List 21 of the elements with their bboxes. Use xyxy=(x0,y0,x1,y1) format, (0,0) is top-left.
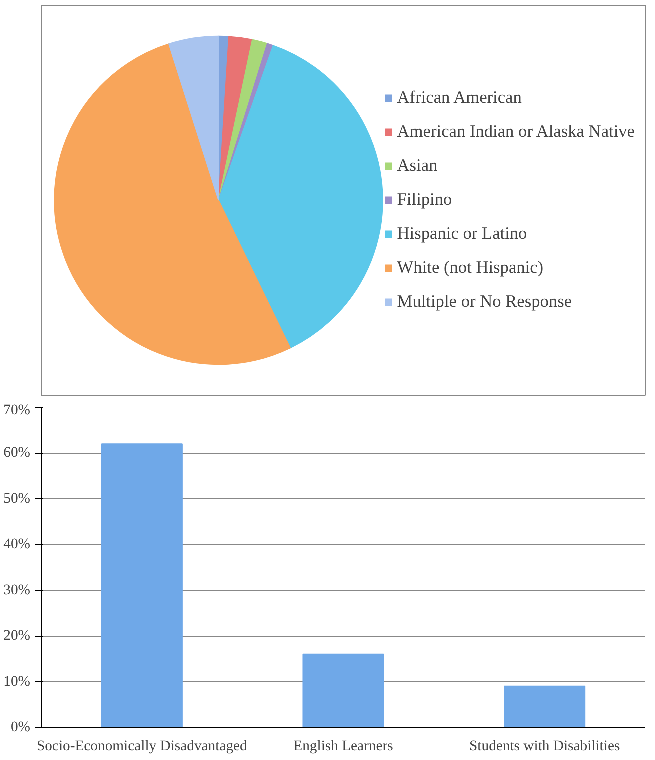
legend-label: Filipino xyxy=(397,190,454,210)
y-tick-label: 10% xyxy=(4,674,31,690)
y-tick-label: 70% xyxy=(4,402,31,418)
y-tick-label: 0% xyxy=(10,720,31,736)
bar xyxy=(302,654,384,728)
legend-label: Asian xyxy=(397,156,439,176)
x-tick-label: Students with Disabilities xyxy=(470,738,620,754)
y-tick-label: 60% xyxy=(4,445,31,462)
legend-label: White (not Hispanic) xyxy=(397,258,545,278)
x-tick-label: English Learners xyxy=(294,738,394,754)
legend-label: Hispanic or Latino xyxy=(397,224,528,244)
y-tick-label: 30% xyxy=(4,582,31,598)
legend-label: Multiple or No Response xyxy=(397,292,574,312)
bar xyxy=(101,444,183,728)
y-tick-label: 50% xyxy=(4,490,31,507)
y-tick-label: 40% xyxy=(4,536,31,553)
legend-label: American Indian or Alaska Native xyxy=(397,122,635,142)
x-tick-label: Socio-Economically Disadvantaged xyxy=(36,738,248,754)
y-tick-label: 20% xyxy=(4,628,31,644)
legend-label: African American xyxy=(397,88,523,108)
bar xyxy=(504,686,586,728)
